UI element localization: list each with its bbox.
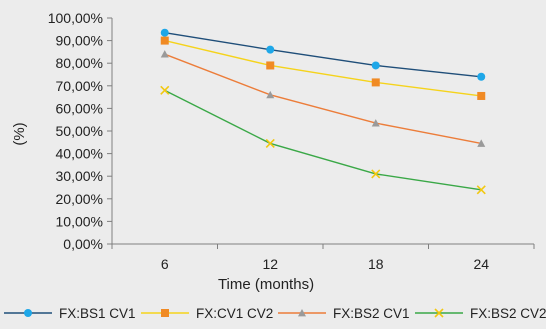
y-tick-label: 0,00% — [63, 236, 103, 252]
legend-item: FX:BS2 CV1 — [278, 306, 410, 321]
series-3 — [160, 50, 486, 147]
y-tick-label: 50,00% — [56, 123, 103, 139]
marker-triangle — [298, 309, 306, 317]
marker-x — [265, 138, 275, 148]
marker-circle — [266, 45, 275, 54]
marker-x-stroke — [434, 308, 444, 318]
marker-circle — [24, 309, 32, 317]
x-axis-title: Time (months) — [218, 276, 314, 293]
marker-x — [160, 85, 170, 95]
x-tick-label: 24 — [473, 256, 489, 272]
marker-triangle — [160, 50, 169, 58]
legend-item: FX:BS1 CV1 — [4, 306, 136, 321]
legend-label: FX:CV1 CV2 — [196, 306, 273, 321]
marker-square — [161, 309, 169, 317]
marker-x — [371, 169, 381, 179]
marker-x — [434, 308, 444, 318]
legend: FX:BS1 CV1 FX:CV1 CV2 FX:BS2 CV1 FX:BS2 CV2 — [4, 306, 546, 321]
y-axis-title: (%) — [11, 122, 28, 145]
marker-x-stroke — [160, 85, 170, 95]
legend-label: FX:BS1 CV1 — [59, 306, 136, 321]
y-tick-label: 80,00% — [56, 55, 103, 71]
marker-x-stroke — [371, 169, 381, 179]
y-tick-label: 10,00% — [56, 213, 103, 229]
marker-triangle — [266, 90, 275, 99]
marker-circle — [371, 61, 380, 70]
x-tick-label: 18 — [368, 256, 384, 272]
marker-circle — [160, 28, 169, 37]
x-axis: 6 12 18 24 — [111, 243, 535, 272]
marker-x — [476, 185, 486, 195]
series-line — [164, 53, 482, 145]
series-line — [164, 89, 482, 191]
series-1 — [160, 28, 486, 81]
legend-item: FX:BS2 CV2 — [415, 306, 546, 321]
marker-x-stroke — [476, 185, 486, 195]
marker-square — [371, 78, 380, 87]
y-tick-label: 40,00% — [56, 146, 103, 162]
marker-square — [266, 61, 275, 70]
marker-square — [160, 36, 169, 45]
marker-triangle — [477, 139, 486, 147]
y-tick-label: 60,00% — [56, 100, 103, 116]
legend-item: FX:CV1 CV2 — [141, 306, 273, 321]
x-tick-label: 6 — [161, 256, 169, 272]
marker-x-stroke — [265, 138, 275, 148]
series-line — [164, 39, 482, 97]
series-group — [160, 28, 486, 195]
y-tick-label: 100,00% — [48, 10, 103, 26]
marker-circle — [477, 72, 486, 81]
legend-label: FX:BS2 CV1 — [333, 306, 410, 321]
y-tick-label: 90,00% — [56, 33, 103, 49]
x-tick-label: 12 — [262, 256, 278, 272]
marker-square — [477, 91, 486, 100]
y-tick-label: 70,00% — [56, 78, 103, 94]
series-line — [164, 31, 482, 78]
y-axis: 0,00% 10,00% 20,00% 30,00% 40,00% 50,00% 60,00… — [48, 10, 113, 252]
y-tick-label: 30,00% — [56, 168, 103, 184]
y-tick-label: 20,00% — [56, 191, 103, 207]
series-4 — [160, 85, 486, 195]
legend-label: FX:BS2 CV2 — [470, 306, 546, 321]
marker-triangle — [371, 119, 380, 127]
series-2 — [160, 36, 486, 100]
